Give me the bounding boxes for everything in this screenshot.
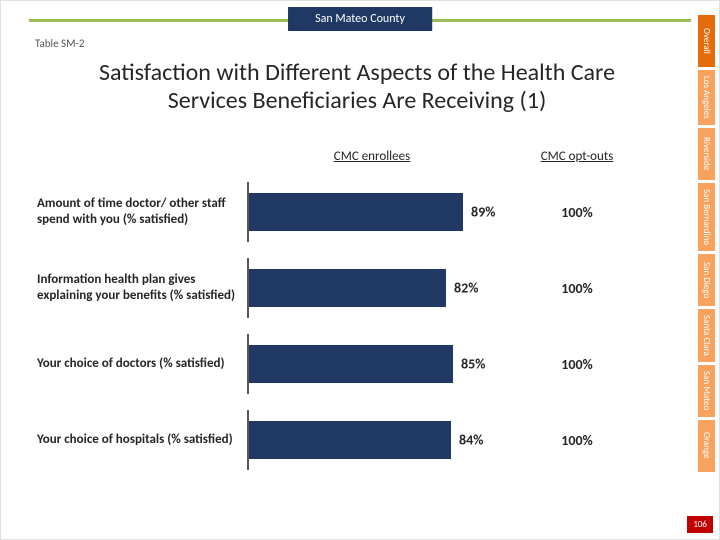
optout-value: 100% xyxy=(497,432,657,449)
bar-value-label: 85% xyxy=(461,356,485,373)
bar-value-label: 84% xyxy=(459,432,483,449)
side-tab-san-bernardino[interactable]: San Bernardino xyxy=(698,183,715,251)
side-tab-overall[interactable]: Overall xyxy=(698,15,715,67)
bar: 85% xyxy=(249,345,453,383)
satisfaction-chart: CMC enrollees CMC opt-outs Amount of tim… xyxy=(37,149,677,499)
top-county-tab: San Mateo County xyxy=(288,7,432,31)
chart-row: Amount of time doctor/ other staff spend… xyxy=(37,174,677,250)
side-tab-san-diego[interactable]: San Diego xyxy=(698,254,715,306)
side-tab-san-mateo[interactable]: San Mateo xyxy=(698,365,715,417)
optout-value: 100% xyxy=(497,204,657,221)
bar-zone: 84% xyxy=(247,410,497,470)
county-side-tabs: Overall Los Angeles Riverside San Bernar… xyxy=(698,15,715,472)
bar: 89% xyxy=(249,193,463,231)
chart-row: Your choice of hospitals (% satisfied) 8… xyxy=(37,402,677,478)
bar-zone: 89% xyxy=(247,182,497,242)
side-tab-los-angeles[interactable]: Los Angeles xyxy=(698,70,715,125)
table-id-label: Table SM-2 xyxy=(35,37,84,50)
page-number-badge: 106 xyxy=(687,516,713,533)
row-label: Your choice of hospitals (% satisfied) xyxy=(37,432,247,448)
bar-value-label: 82% xyxy=(454,280,478,297)
bar: 82% xyxy=(249,269,446,307)
optout-value: 100% xyxy=(497,356,657,373)
bar-zone: 85% xyxy=(247,334,497,394)
optout-value: 100% xyxy=(497,280,657,297)
chart-row: Your choice of doctors (% satisfied) 85%… xyxy=(37,326,677,402)
chart-headers: CMC enrollees CMC opt-outs xyxy=(37,149,677,164)
side-tab-santa-clara[interactable]: Santa Clara xyxy=(698,309,715,362)
bar-value-label: 89% xyxy=(471,204,495,221)
row-label: Information health plan gives explaining… xyxy=(37,272,247,303)
bar: 84% xyxy=(249,421,451,459)
chart-row: Information health plan gives explaining… xyxy=(37,250,677,326)
row-label: Your choice of doctors (% satisfied) xyxy=(37,356,247,372)
bar-zone: 82% xyxy=(247,258,497,318)
col-header-enrollees: CMC enrollees xyxy=(247,149,497,164)
slide-title: Satisfaction with Different Aspects of t… xyxy=(57,59,657,114)
row-label: Amount of time doctor/ other staff spend… xyxy=(37,196,247,227)
col-header-optouts: CMC opt-outs xyxy=(497,149,657,164)
chart-rows: Amount of time doctor/ other staff spend… xyxy=(37,174,677,478)
side-tab-orange[interactable]: Orange xyxy=(698,420,715,472)
slide: San Mateo County Table SM-2 Satisfaction… xyxy=(0,0,720,540)
side-tab-riverside[interactable]: Riverside xyxy=(698,128,715,180)
